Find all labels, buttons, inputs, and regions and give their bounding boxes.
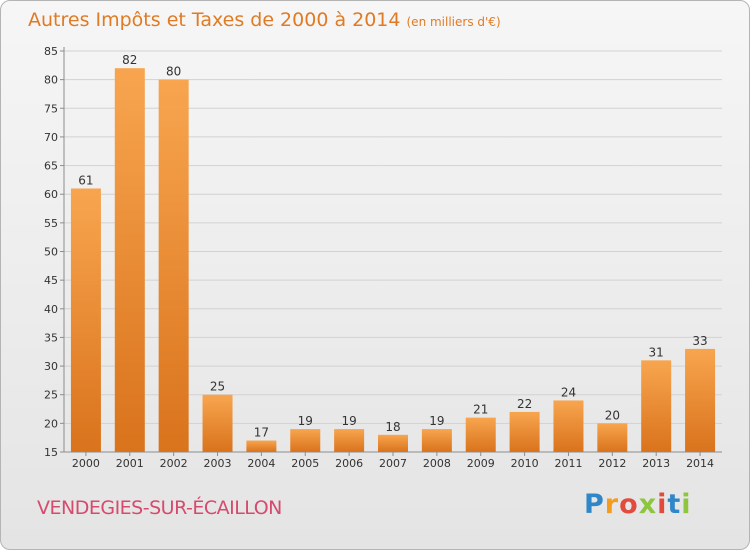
chart-title: Autres Impôts et Taxes de 2000 à 2014 (en… <box>28 9 501 31</box>
x-tick-label-2013: 2013 <box>642 457 670 470</box>
bar-2009 <box>465 417 496 452</box>
bar-2004 <box>246 440 277 452</box>
value-label-2002: 80 <box>166 65 181 79</box>
logo-letter: i <box>681 489 692 520</box>
y-tick-label: 45 <box>44 274 58 287</box>
value-label-2014: 33 <box>692 334 707 348</box>
y-tick-label: 30 <box>44 360 58 373</box>
bar-2012 <box>597 423 628 452</box>
y-tick-label: 80 <box>44 74 58 87</box>
value-label-2003: 25 <box>210 380 225 394</box>
x-tick-label-2004: 2004 <box>247 457 275 470</box>
proxiti-logo[interactable]: Proxiti <box>584 489 692 520</box>
x-tick-label-2008: 2008 <box>423 457 451 470</box>
bar-2010 <box>509 411 540 452</box>
value-label-2013: 31 <box>649 345 664 359</box>
logo-letter: o <box>619 489 639 520</box>
value-label-2001: 82 <box>122 53 137 67</box>
bar-2003 <box>202 394 233 452</box>
bar-2013 <box>641 360 672 452</box>
logo-letter: x <box>638 489 658 520</box>
y-tick-label: 65 <box>44 160 58 173</box>
x-tick-label-2003: 2003 <box>204 457 232 470</box>
bar-2011 <box>553 400 584 452</box>
y-tick-label: 60 <box>44 188 58 201</box>
value-label-2009: 21 <box>473 403 488 417</box>
logo-letter: i <box>657 489 668 520</box>
x-axis-ticks: 2000 2001 2002 2003 2004 2005 2006 2007 2008 2009… <box>72 452 714 470</box>
x-tick-label-2006: 2006 <box>335 457 363 470</box>
x-tick-label-2001: 2001 <box>116 457 144 470</box>
x-tick-label-2011: 2011 <box>554 457 582 470</box>
bar-2014 <box>685 348 716 452</box>
x-tick-label-2007: 2007 <box>379 457 407 470</box>
location-name: VENDEGIES-SUR-ÉCAILLON <box>37 497 282 519</box>
x-tick-label-2012: 2012 <box>598 457 626 470</box>
y-tick-label: 20 <box>44 417 58 430</box>
value-label-2007: 18 <box>385 420 400 434</box>
bar-2001 <box>114 68 145 452</box>
bar-2006 <box>334 429 365 452</box>
y-tick-label: 50 <box>44 246 58 259</box>
bar-2005 <box>290 429 321 452</box>
value-label-2008: 19 <box>429 414 444 428</box>
bar-2008 <box>421 429 452 452</box>
x-tick-label-2009: 2009 <box>467 457 495 470</box>
x-tick-label-2010: 2010 <box>511 457 539 470</box>
logo-letter: P <box>584 489 605 520</box>
bar-2007 <box>378 434 408 452</box>
chart-title-unit: (en milliers d'€) <box>406 15 501 29</box>
logo-letter: t <box>667 489 682 520</box>
y-tick-label: 40 <box>44 303 58 316</box>
value-label-2004: 17 <box>254 426 269 440</box>
y-tick-label: 85 <box>44 45 58 58</box>
x-tick-label-2000: 2000 <box>72 457 100 470</box>
x-tick-label-2005: 2005 <box>291 457 319 470</box>
y-tick-label: 75 <box>44 102 58 115</box>
value-label-2006: 19 <box>341 414 356 428</box>
y-tick-label: 35 <box>44 331 58 344</box>
x-tick-label-2002: 2002 <box>160 457 188 470</box>
value-label-2012: 20 <box>605 408 620 422</box>
y-tick-label: 25 <box>44 389 58 402</box>
y-tick-label: 55 <box>44 217 58 230</box>
logo-letter: r <box>604 489 620 520</box>
value-labels: 61 82 80 25 17 19 19 18 19 21 22 24 20 31 33 <box>78 53 707 439</box>
value-label-2000: 61 <box>78 173 93 187</box>
value-label-2005: 19 <box>298 414 313 428</box>
y-tick-label: 15 <box>44 446 58 459</box>
bar-2002 <box>158 79 189 453</box>
bars <box>70 68 716 453</box>
x-tick-label-2014: 2014 <box>686 457 714 470</box>
y-axis-ticks: 15 20 25 30 35 40 45 50 55 60 65 70 75 80 85 <box>44 45 64 459</box>
bar-2000 <box>70 188 101 452</box>
value-label-2010: 22 <box>517 397 532 411</box>
y-tick-label: 70 <box>44 131 58 144</box>
value-label-2011: 24 <box>561 385 576 399</box>
chart-title-main: Autres Impôts et Taxes de 2000 à 2014 <box>28 9 401 31</box>
